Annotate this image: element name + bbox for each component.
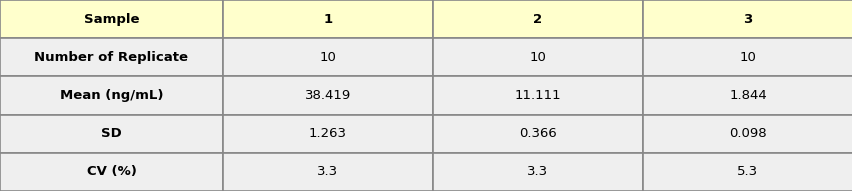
- Text: 10: 10: [529, 51, 546, 64]
- Bar: [0, 115, 222, 153]
- Text: 38.419: 38.419: [304, 89, 351, 102]
- Bar: [0, 76, 222, 115]
- Bar: [222, 115, 433, 153]
- Text: 11.111: 11.111: [514, 89, 561, 102]
- Bar: [222, 76, 433, 115]
- Text: 10: 10: [320, 51, 336, 64]
- Text: 1.263: 1.263: [308, 127, 347, 140]
- Bar: [222, 38, 433, 76]
- Text: 0.098: 0.098: [728, 127, 766, 140]
- Text: 10: 10: [739, 51, 756, 64]
- Text: 0.366: 0.366: [519, 127, 556, 140]
- Text: 1: 1: [323, 13, 332, 26]
- Bar: [433, 153, 642, 191]
- Bar: [0, 153, 222, 191]
- Bar: [0, 38, 222, 76]
- Bar: [642, 115, 852, 153]
- Text: 3: 3: [742, 13, 751, 26]
- Bar: [433, 76, 642, 115]
- Bar: [642, 153, 852, 191]
- Text: Number of Replicate: Number of Replicate: [34, 51, 188, 64]
- Text: 5.3: 5.3: [737, 165, 757, 178]
- Bar: [433, 0, 642, 38]
- Bar: [222, 0, 433, 38]
- Bar: [433, 38, 642, 76]
- Bar: [642, 0, 852, 38]
- Bar: [222, 153, 433, 191]
- Text: 3.3: 3.3: [527, 165, 548, 178]
- Bar: [642, 76, 852, 115]
- Bar: [0, 0, 222, 38]
- Bar: [433, 115, 642, 153]
- Text: 1.844: 1.844: [728, 89, 766, 102]
- Text: Sample: Sample: [83, 13, 139, 26]
- Text: Mean (ng/mL): Mean (ng/mL): [60, 89, 163, 102]
- Bar: [642, 38, 852, 76]
- Text: CV (%): CV (%): [86, 165, 136, 178]
- Text: 3.3: 3.3: [317, 165, 338, 178]
- Text: 2: 2: [532, 13, 542, 26]
- Text: SD: SD: [101, 127, 122, 140]
